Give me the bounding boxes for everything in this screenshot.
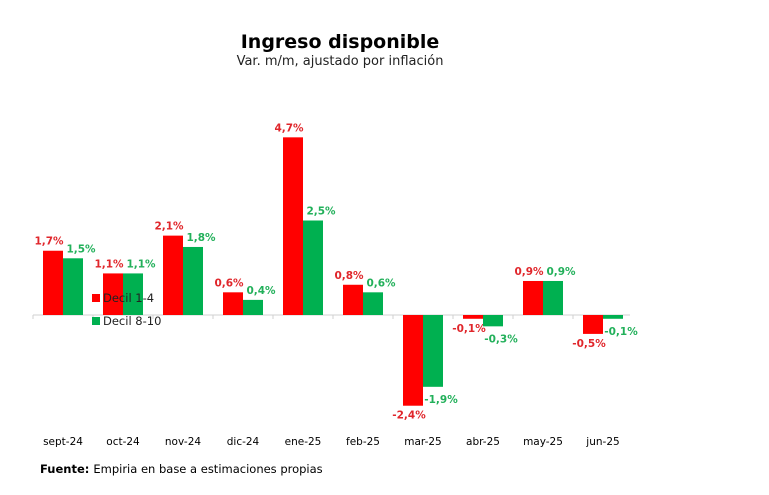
data-label: 2,5% bbox=[306, 206, 336, 218]
bar-decil-1-4 bbox=[583, 315, 603, 334]
chart-title: Ingreso disponible bbox=[240, 31, 440, 53]
data-label: 0,6% bbox=[214, 277, 244, 289]
bar-decil-8-10 bbox=[423, 315, 443, 387]
bar-decil-8-10 bbox=[303, 220, 323, 315]
bar-decil-8-10 bbox=[123, 273, 143, 315]
bar-decil-1-4 bbox=[103, 273, 123, 315]
source-note: Fuente: Empiria en base a estimaciones pr… bbox=[40, 462, 323, 476]
x-tick-label: jun-25 bbox=[585, 436, 619, 448]
legend-label: Decil 8-10 bbox=[103, 314, 161, 328]
chart-subtitle: Var. m/m, ajustado por inflación bbox=[236, 54, 444, 69]
bar-decil-8-10 bbox=[363, 292, 383, 315]
data-label: 2,1% bbox=[154, 221, 184, 233]
data-label: 1,7% bbox=[34, 236, 64, 248]
data-label: 1,1% bbox=[126, 258, 156, 270]
data-label: 0,4% bbox=[246, 285, 276, 297]
x-tick-label: may-25 bbox=[523, 436, 563, 448]
data-label: 1,1% bbox=[94, 258, 124, 270]
bar-decil-1-4 bbox=[463, 315, 483, 319]
data-label: -0,3% bbox=[484, 333, 518, 345]
x-tick-label: sept-24 bbox=[43, 436, 83, 448]
bar-decil-1-4 bbox=[343, 284, 363, 315]
data-label: 1,8% bbox=[186, 232, 216, 244]
data-label: 4,7% bbox=[274, 122, 304, 134]
x-tick-label: oct-24 bbox=[106, 436, 140, 448]
bar-decil-1-4 bbox=[223, 292, 243, 315]
source-label: Fuente: bbox=[40, 462, 90, 476]
x-tick-label: ene-25 bbox=[285, 436, 322, 448]
legend-swatch bbox=[92, 317, 100, 325]
data-label: -1,9% bbox=[424, 394, 458, 406]
bar-decil-1-4 bbox=[403, 315, 423, 406]
bar-decil-1-4 bbox=[43, 250, 63, 315]
bar-decil-1-4 bbox=[523, 280, 543, 315]
bar-decil-1-4 bbox=[283, 137, 303, 315]
x-tick-label: mar-25 bbox=[404, 436, 441, 448]
legend-label: Decil 1-4 bbox=[103, 291, 154, 305]
x-tick-label: feb-25 bbox=[346, 436, 380, 448]
data-label: -0,1% bbox=[604, 326, 638, 338]
legend-swatch bbox=[92, 294, 100, 302]
bar-decil-8-10 bbox=[183, 246, 203, 315]
x-tick-label: dic-24 bbox=[227, 436, 260, 448]
data-label: 0,6% bbox=[366, 277, 396, 289]
data-label: -2,4% bbox=[392, 410, 426, 422]
bar-decil-1-4 bbox=[163, 235, 183, 315]
bar-decil-8-10 bbox=[243, 299, 263, 315]
bar-decil-8-10 bbox=[543, 280, 563, 315]
bar-decil-8-10 bbox=[63, 258, 83, 315]
data-label: -0,1% bbox=[452, 323, 486, 335]
data-label: 0,8% bbox=[334, 270, 364, 282]
bar-decil-8-10 bbox=[603, 315, 623, 319]
data-label: 0,9% bbox=[514, 266, 544, 278]
x-tick-label: nov-24 bbox=[165, 436, 201, 448]
data-label: -0,5% bbox=[572, 338, 606, 350]
data-label: 0,9% bbox=[546, 266, 576, 278]
bar-decil-8-10 bbox=[483, 315, 503, 327]
data-label: 1,5% bbox=[66, 243, 96, 255]
x-tick-label: abr-25 bbox=[466, 436, 500, 448]
source-text: Empiria en base a estimaciones propias bbox=[93, 462, 323, 476]
